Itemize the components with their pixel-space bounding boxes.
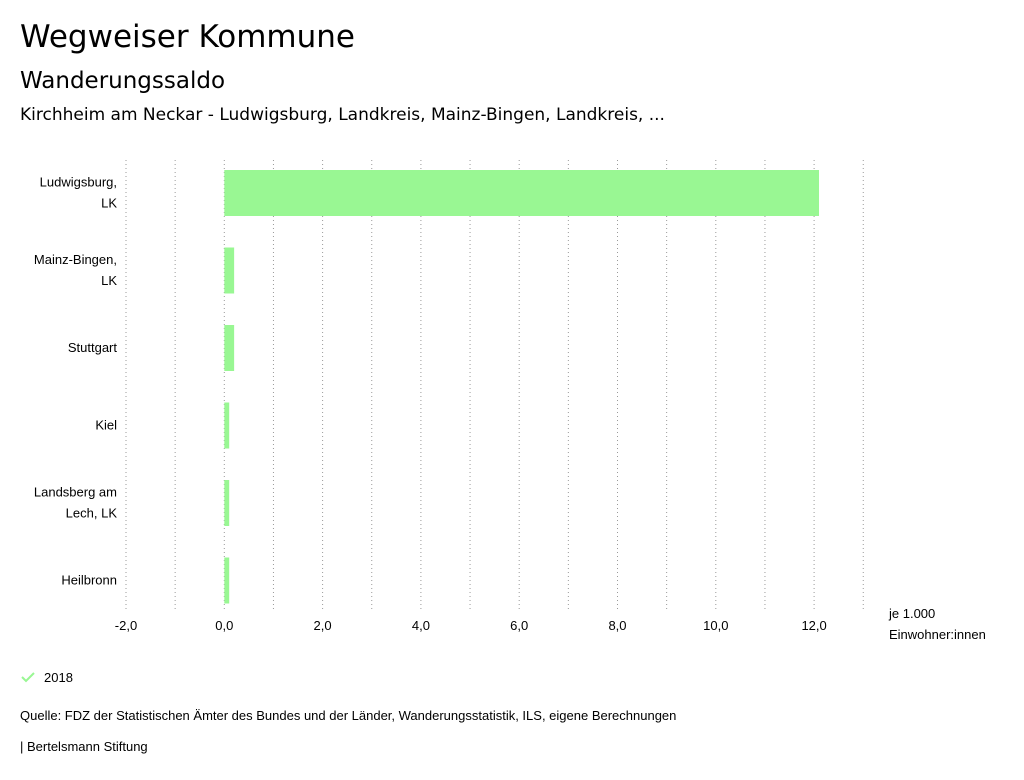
grid-layer xyxy=(125,160,864,612)
category-label: Ludwigsburg, LK xyxy=(40,175,118,211)
x-tick-label: 10,0 xyxy=(703,618,728,633)
bar[interactable] xyxy=(224,325,235,371)
category-label: Kiel xyxy=(95,418,117,433)
header: Wegweiser Kommune Wanderungssaldo Kirchh… xyxy=(20,18,665,126)
bar[interactable] xyxy=(224,402,230,449)
publisher-credit: | Bertelsmann Stiftung xyxy=(20,739,148,754)
category-labels: Ludwigsburg, LK Mainz-Bingen, LK Stuttgart Ki… xyxy=(34,175,118,588)
x-tick-label: 4,0 xyxy=(412,618,430,633)
chart-title: Wanderungssaldo xyxy=(20,68,226,94)
x-unit-label: je 1.000 xyxy=(888,606,935,621)
x-tick-label: 8,0 xyxy=(608,618,626,633)
legend[interactable]: 2018 xyxy=(20,669,73,685)
x-unit-label: Einwohner:innen xyxy=(889,627,986,642)
legend-label: 2018 xyxy=(44,669,73,685)
source-note: Quelle: FDZ der Statistischen Ämter des … xyxy=(20,708,677,723)
x-tick-label: 2,0 xyxy=(314,618,332,633)
x-tick-label: -2,0 xyxy=(115,618,137,633)
chart-subtitle: Kirchheim am Neckar - Ludwigsburg, Landk… xyxy=(20,105,665,125)
bar[interactable] xyxy=(224,247,235,294)
category-label: Landsberg am Lech, LK xyxy=(34,485,117,521)
bar-chart: Ludwigsburg, LK Mainz-Bingen, LK Stuttgart Ki… xyxy=(34,160,986,642)
category-label: Heilbronn xyxy=(61,573,117,588)
bar[interactable] xyxy=(224,480,230,526)
app-title: Wegweiser Kommune xyxy=(20,19,355,55)
x-axis-unit-label: je 1.000 Einwohner:innen xyxy=(888,606,986,642)
x-tick-label: 12,0 xyxy=(801,618,826,633)
x-axis-tick-labels: -2,0 0,0 2,0 4,0 6,0 8,0 10,0 12,0 xyxy=(115,618,827,633)
bar[interactable] xyxy=(224,557,230,604)
bar-layer xyxy=(224,170,820,604)
x-tick-label: 6,0 xyxy=(510,618,528,633)
category-label: Stuttgart xyxy=(68,340,118,355)
bar[interactable] xyxy=(224,170,820,216)
x-tick-label: 0,0 xyxy=(215,618,233,633)
category-label: Mainz-Bingen, LK xyxy=(34,252,117,288)
check-icon xyxy=(21,672,35,683)
